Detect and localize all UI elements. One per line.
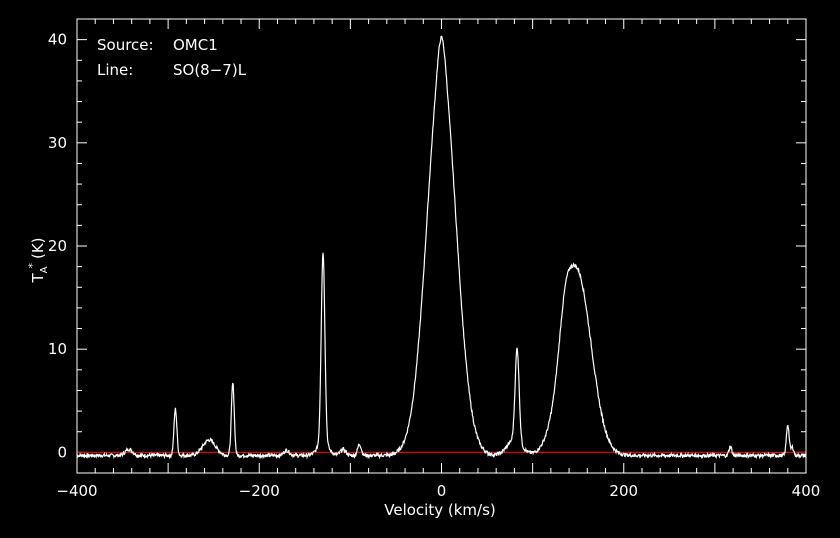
- x-tick-label: 200: [609, 482, 638, 500]
- y-label-sub: A: [39, 266, 50, 273]
- y-label-sup: *: [26, 263, 39, 269]
- annotation-source-value: OMC1: [173, 36, 218, 54]
- annotation-line-value: SO(8−7)L: [173, 61, 247, 79]
- spectrum-line: [76, 35, 807, 460]
- x-tick-label: 400: [792, 482, 821, 500]
- plot-frame: [76, 18, 807, 474]
- y-tick-labels: 0 10 20 30 40: [48, 31, 67, 462]
- annotation-line-key: Line:: [97, 61, 133, 79]
- x-tick-label: −200: [239, 482, 280, 500]
- y-label-base: T: [29, 273, 47, 284]
- y-tick-label: 20: [48, 237, 67, 255]
- x-tick-label: −400: [56, 482, 97, 500]
- y-tick-label: 10: [48, 340, 67, 358]
- y-tick-label: 0: [57, 443, 67, 461]
- y-tick-label: 40: [48, 31, 67, 49]
- x-tick-label: 0: [437, 482, 447, 500]
- svg-text:TA*(K): TA* (K): [26, 237, 50, 283]
- y-label-unit: (K): [29, 237, 47, 259]
- annotation-source-key: Source:: [97, 36, 154, 54]
- x-axis-label: Velocity (km/s): [384, 501, 495, 519]
- x-tick-labels: −400 −200 0 200 400: [56, 482, 820, 500]
- y-axis-label: TA* (K): [26, 237, 50, 283]
- y-tick-label: 30: [48, 134, 67, 152]
